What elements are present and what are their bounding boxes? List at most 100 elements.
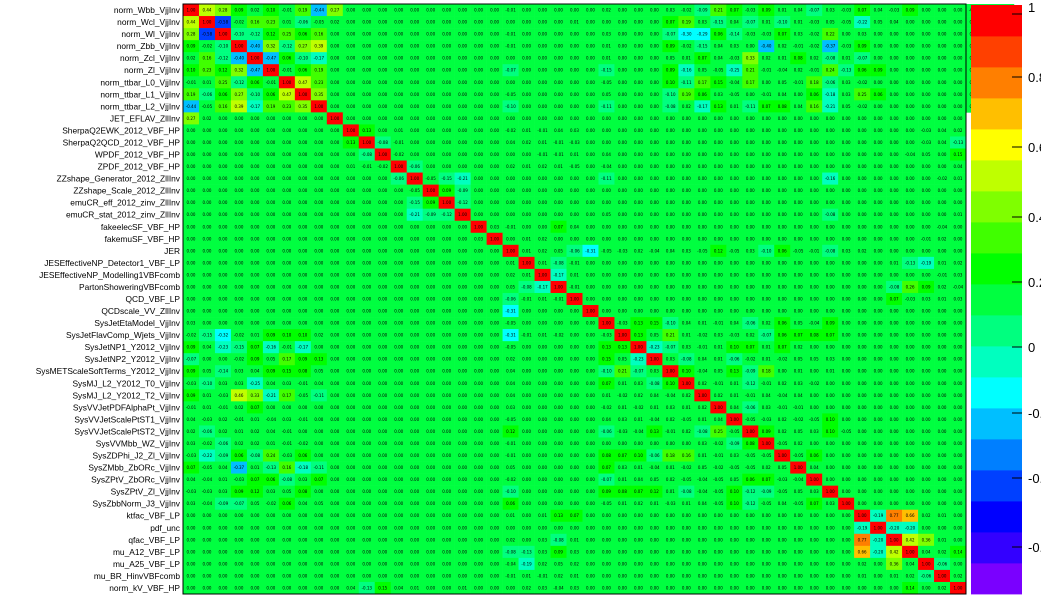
matrix-cell (870, 4, 887, 17)
cell-value: 0.00 (314, 585, 323, 590)
matrix-cell (774, 40, 791, 53)
cell-value: 0.06 (778, 321, 787, 326)
cell-value: 0.00 (378, 345, 387, 350)
row-label: SysZPtV_ZbORc_VjjInv (91, 475, 181, 485)
cell-value: 0.00 (490, 489, 499, 494)
cell-value: 0.00 (362, 489, 371, 494)
cell-value: 0.19 (266, 104, 275, 109)
cell-value: 0.00 (442, 477, 451, 482)
cell-value: 0.00 (346, 56, 355, 61)
cell-value: -0.19 (873, 513, 884, 518)
cell-value: 0.00 (378, 333, 387, 338)
cell-value: -0.15 (202, 333, 213, 338)
cell-value: 0.00 (442, 224, 451, 229)
cell-value: 0.00 (938, 381, 947, 386)
cell-value: 0.00 (634, 537, 643, 542)
matrix-cell (854, 4, 871, 17)
cell-value: 0.04 (890, 20, 899, 25)
matrix-cell (822, 52, 839, 65)
matrix-cell (742, 28, 759, 41)
cell-value: 0.00 (746, 513, 755, 518)
cell-value: -0.25 (729, 68, 740, 73)
cell-value: 0.00 (778, 200, 787, 205)
cell-value: 0.00 (602, 284, 611, 289)
matrix-cell (390, 16, 408, 29)
cell-value: 0.00 (922, 32, 931, 37)
cell-value: 0.00 (203, 248, 212, 253)
cell-value: 0.00 (394, 272, 403, 277)
cell-value: 0.00 (922, 272, 931, 277)
cell-value: 0.00 (474, 128, 483, 133)
cell-value: 0.00 (330, 417, 339, 422)
row-label: SysZPtV_Zl_VjjInv (111, 487, 181, 497)
cell-value: 0.00 (570, 333, 579, 338)
cell-value: 0.00 (282, 321, 291, 326)
cell-value: 0.00 (506, 525, 515, 530)
cell-value: 0.00 (298, 585, 307, 590)
cell-value: 0.00 (282, 200, 291, 205)
cell-value: 0.06 (810, 453, 819, 458)
cell-value: 0.00 (362, 381, 371, 386)
cell-value: 0.00 (458, 68, 467, 73)
cell-value: -0.09 (426, 212, 437, 217)
cell-value: 0.00 (410, 92, 419, 97)
cell-value: -0.01 (521, 333, 532, 338)
matrix-cell (454, 40, 471, 53)
cell-value: 0.27 (298, 44, 307, 49)
cell-value: 0.08 (778, 104, 787, 109)
cell-value: -0.12 (745, 501, 756, 506)
cell-value: 0.00 (378, 453, 387, 458)
cell-value: 0.00 (698, 549, 707, 554)
palette-tick-label: -0.2 (1028, 406, 1041, 421)
cell-value: 0.00 (378, 537, 387, 542)
cell-value: 0.00 (490, 537, 499, 542)
matrix-cell (886, 40, 903, 53)
cell-value: 0.00 (874, 140, 883, 145)
row-label: qfac_VBF_LP (128, 535, 180, 545)
cell-value: 0.00 (906, 44, 915, 49)
cell-value: 0.00 (490, 585, 499, 590)
cell-value: 0.03 (842, 248, 851, 253)
cell-value: 0.00 (362, 44, 371, 49)
cell-value: 0.00 (282, 248, 291, 253)
cell-value: 1.00 (410, 176, 419, 181)
cell-value: 0.00 (362, 477, 371, 482)
matrix-cell (502, 64, 519, 77)
cell-value: 0.00 (522, 429, 531, 434)
matrix-cell (710, 64, 727, 77)
cell-value: 0.00 (778, 369, 787, 374)
cell-value: 0.00 (954, 8, 963, 13)
cell-value: 0.00 (570, 501, 579, 506)
cell-value: 0.00 (746, 549, 755, 554)
cell-value: 0.00 (378, 260, 387, 265)
cell-value: 0.00 (650, 224, 659, 229)
cell-value: -0.05 (777, 489, 788, 494)
cell-value: 0.00 (378, 20, 387, 25)
cell-value: 0.00 (218, 164, 227, 169)
cell-value: -0.03 (761, 417, 772, 422)
cell-value: 0.00 (490, 321, 499, 326)
cell-value: -0.06 (745, 405, 756, 410)
cell-value: 0.00 (474, 453, 483, 458)
cell-value: -0.08 (697, 429, 708, 434)
matrix-cell (534, 28, 551, 41)
cell-value: 0.00 (650, 32, 659, 37)
cell-value: 0.00 (490, 92, 499, 97)
cell-value: 0.00 (746, 44, 755, 49)
cell-value: 0.00 (650, 128, 659, 133)
row-label: mu_A12_VBF_LP (113, 547, 180, 557)
cell-value: 0.00 (234, 248, 243, 253)
matrix-cell (646, 52, 663, 65)
cell-value: 0.00 (778, 585, 787, 590)
cell-value: -0.02 (681, 8, 692, 13)
cell-value: 0.00 (906, 32, 915, 37)
cell-value: 0.00 (650, 152, 659, 157)
row-label: norm_Wcl_VjjInv (117, 17, 181, 27)
cell-value: 0.09 (826, 321, 835, 326)
matrix-cell (390, 40, 408, 53)
cell-value: 0.07 (570, 513, 579, 518)
cell-value: 0.00 (874, 284, 883, 289)
cell-value: 0.00 (682, 272, 691, 277)
cell-value: 0.00 (714, 200, 723, 205)
cell-value: -0.05 (202, 465, 213, 470)
